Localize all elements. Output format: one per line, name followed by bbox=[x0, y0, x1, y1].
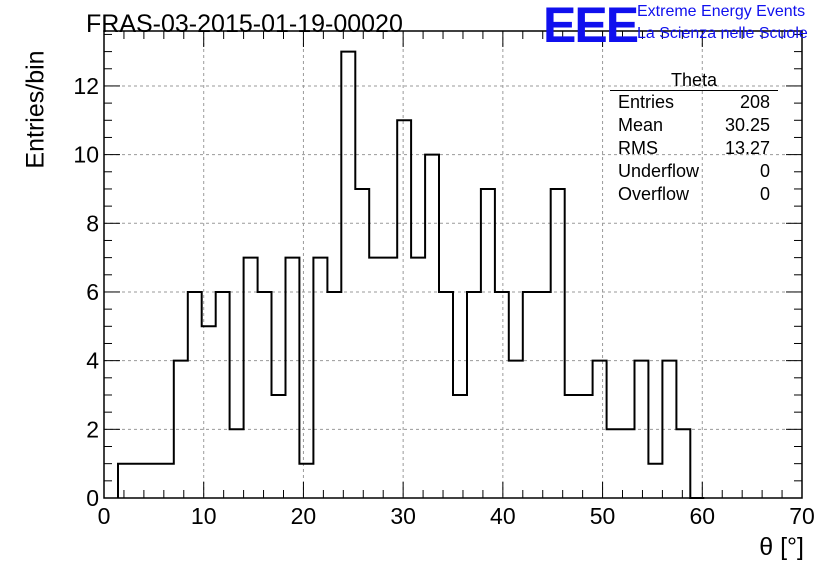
stats-value: 13.27 bbox=[724, 138, 770, 158]
stats-value: 0 bbox=[759, 161, 770, 181]
y-tick-label: 0 bbox=[86, 485, 99, 511]
eee-logo: EEE bbox=[543, 0, 639, 53]
stats-row-underflow: Underflow 0 bbox=[610, 160, 778, 183]
stats-value: 208 bbox=[739, 92, 770, 112]
stats-label: RMS bbox=[618, 138, 658, 158]
stats-value: 0 bbox=[759, 184, 770, 204]
histogram-bin bbox=[579, 395, 593, 498]
histogram-bin bbox=[146, 464, 160, 498]
histogram-bin bbox=[425, 155, 439, 498]
logo-line-2: La Scienza nelle Scuole bbox=[637, 25, 808, 42]
stats-value: 30.25 bbox=[724, 115, 770, 135]
y-tick-label: 2 bbox=[86, 416, 99, 442]
chart-title: FRAS-03-2015-01-19-00020 bbox=[86, 10, 403, 38]
stats-row-overflow: Overflow 0 bbox=[610, 183, 778, 206]
histogram-bin bbox=[648, 464, 662, 498]
histogram-bin bbox=[341, 52, 355, 498]
x-tick-label: 20 bbox=[291, 503, 317, 529]
histogram-bin bbox=[299, 464, 313, 498]
y-axis-label: Entries/bin bbox=[21, 50, 50, 169]
logo-line-1: Extreme Energy Events bbox=[637, 3, 806, 20]
histogram-bin bbox=[160, 464, 174, 498]
x-tick-label: 70 bbox=[789, 503, 815, 529]
stats-label: Overflow bbox=[618, 184, 690, 204]
histogram-bin bbox=[411, 258, 425, 498]
histogram-bin bbox=[439, 292, 453, 498]
x-tick-label: 40 bbox=[490, 503, 516, 529]
histogram-bin bbox=[174, 361, 188, 498]
histogram-bin bbox=[355, 189, 369, 498]
histogram-bin bbox=[481, 189, 495, 498]
x-tick-label: 60 bbox=[689, 503, 715, 529]
histogram-bin bbox=[230, 429, 244, 498]
histogram-bin bbox=[676, 429, 690, 498]
histogram-bin bbox=[607, 429, 621, 498]
y-tick-label: 8 bbox=[86, 210, 99, 236]
stats-label: Entries bbox=[618, 92, 675, 112]
stats-box: Theta Entries 208 Mean 30.25 RMS 13.27 U… bbox=[610, 70, 778, 206]
histogram-bin bbox=[313, 258, 327, 498]
histogram-bin bbox=[495, 292, 509, 498]
stats-row-mean: Mean 30.25 bbox=[610, 114, 778, 137]
y-tick-label: 10 bbox=[73, 142, 99, 168]
histogram-bin bbox=[188, 292, 202, 498]
x-axis-label: θ [°] bbox=[759, 533, 804, 561]
stats-row-entries: Entries 208 bbox=[610, 91, 778, 114]
x-tick-label: 10 bbox=[191, 503, 217, 529]
histogram-bin bbox=[621, 429, 635, 498]
x-tick-label: 50 bbox=[590, 503, 616, 529]
y-tick-label: 6 bbox=[86, 279, 99, 305]
histogram-bin bbox=[285, 258, 299, 498]
stats-label: Mean bbox=[618, 115, 664, 135]
histogram-bin bbox=[551, 189, 565, 498]
histogram-outline bbox=[117, 50, 705, 499]
histogram-bin bbox=[369, 258, 383, 498]
histogram-bin bbox=[272, 395, 286, 498]
histogram-bin bbox=[327, 292, 341, 498]
y-tick-label: 12 bbox=[73, 73, 99, 99]
histogram-bin bbox=[244, 258, 258, 498]
histogram-bin bbox=[216, 292, 230, 498]
stats-label: Underflow bbox=[618, 161, 700, 181]
x-tick-label: 30 bbox=[390, 503, 416, 529]
histogram-bin bbox=[397, 120, 411, 498]
stats-title: Theta bbox=[610, 70, 778, 91]
histogram-bin bbox=[565, 395, 579, 498]
plot-frame bbox=[103, 30, 803, 499]
x-tick-label: 0 bbox=[98, 503, 111, 529]
histogram-bin bbox=[202, 326, 216, 498]
histogram-bin bbox=[537, 292, 551, 498]
histogram-bin bbox=[258, 292, 272, 498]
stats-row-rms: RMS 13.27 bbox=[610, 137, 778, 160]
histogram-bin bbox=[453, 395, 467, 498]
histogram-bin bbox=[467, 292, 481, 498]
y-tick-label: 4 bbox=[86, 348, 99, 374]
histogram-bin bbox=[523, 292, 537, 498]
histogram-bin bbox=[383, 258, 397, 498]
histogram-bin bbox=[118, 464, 132, 498]
